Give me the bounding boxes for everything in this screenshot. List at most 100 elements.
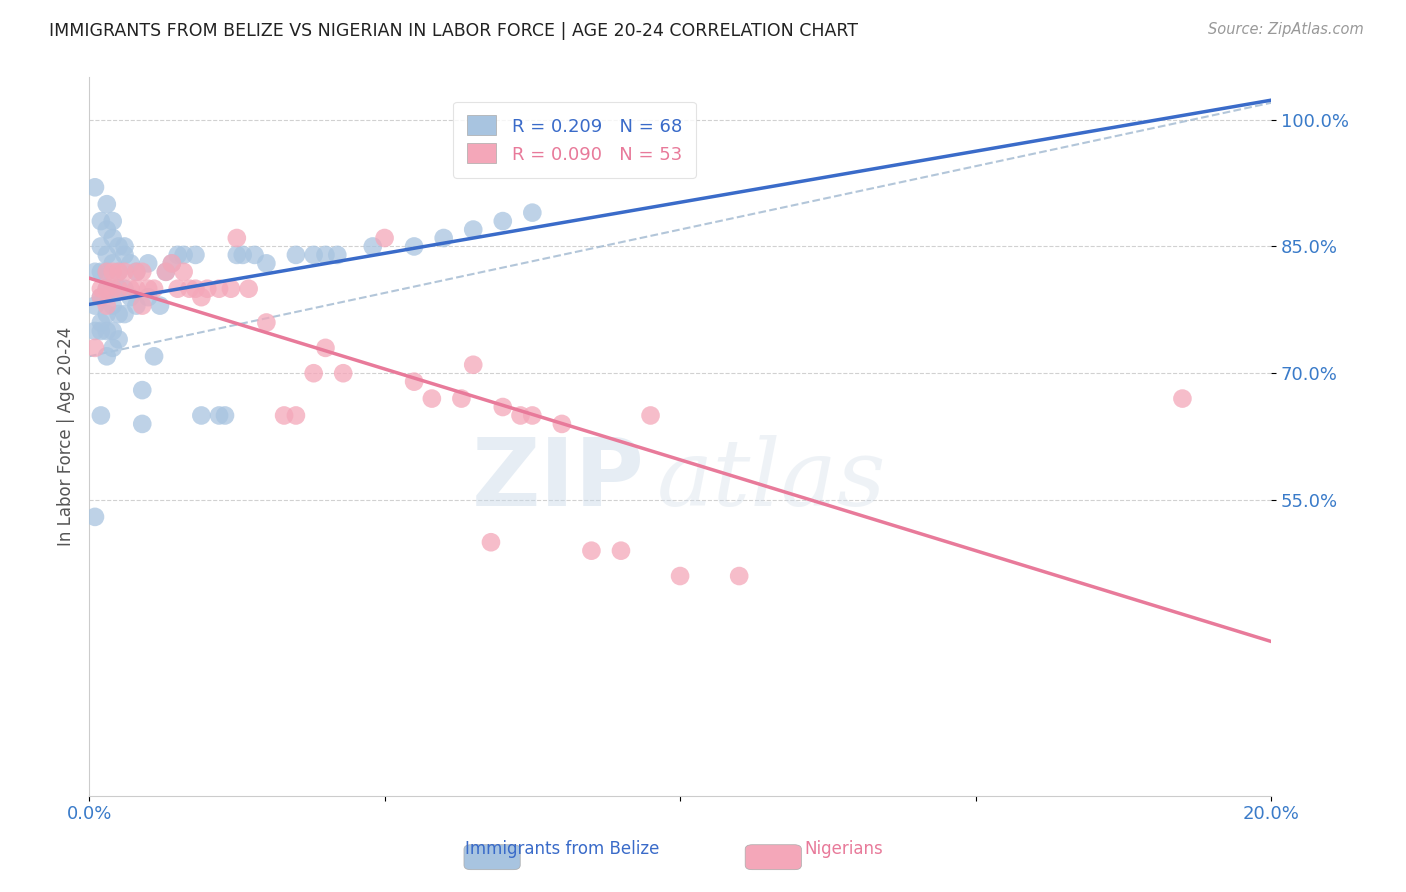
Point: [463, 222, 485, 236]
Point: [90, 290, 112, 304]
Point: [84, 324, 107, 338]
Point: [232, 248, 254, 262]
Point: [120, 290, 142, 304]
Point: [173, 248, 195, 262]
Point: [669, 569, 692, 583]
Point: [208, 282, 231, 296]
Point: [404, 239, 426, 253]
Point: [522, 205, 544, 219]
Point: [149, 299, 172, 313]
Point: [114, 307, 136, 321]
Point: [208, 409, 231, 423]
Point: [284, 409, 307, 423]
Point: [96, 197, 118, 211]
Point: [195, 282, 218, 296]
Point: [96, 307, 118, 321]
Point: [492, 400, 515, 414]
Text: Source: ZipAtlas.com: Source: ZipAtlas.com: [1208, 22, 1364, 37]
Point: [125, 265, 148, 279]
Point: [96, 324, 118, 338]
Point: [107, 282, 129, 296]
Point: [479, 535, 502, 549]
Point: [284, 248, 307, 262]
Text: IMMIGRANTS FROM BELIZE VS NIGERIAN IN LABOR FORCE | AGE 20-24 CORRELATION CHART: IMMIGRANTS FROM BELIZE VS NIGERIAN IN LA…: [49, 22, 858, 40]
Point: [463, 358, 485, 372]
Point: [96, 299, 118, 313]
Point: [509, 409, 531, 423]
Point: [610, 543, 633, 558]
Point: [101, 324, 124, 338]
Point: [160, 256, 183, 270]
Point: [273, 409, 295, 423]
Point: [125, 265, 148, 279]
Point: [107, 333, 129, 347]
Point: [96, 282, 118, 296]
Point: [114, 265, 136, 279]
Point: [131, 265, 153, 279]
Point: [225, 231, 247, 245]
Point: [214, 409, 236, 423]
Point: [243, 248, 266, 262]
Point: [166, 248, 188, 262]
Point: [90, 316, 112, 330]
Point: [640, 409, 662, 423]
Point: [131, 417, 153, 431]
Point: [302, 366, 325, 380]
Point: [101, 282, 124, 296]
Point: [219, 282, 242, 296]
Point: [420, 392, 443, 406]
Point: [374, 231, 396, 245]
Point: [101, 214, 124, 228]
Point: [184, 282, 207, 296]
Point: [225, 248, 247, 262]
Point: [90, 265, 112, 279]
Point: [492, 214, 515, 228]
Point: [314, 248, 336, 262]
Point: [155, 265, 177, 279]
Point: [90, 282, 112, 296]
Point: [136, 256, 159, 270]
Point: [107, 265, 129, 279]
Point: [179, 282, 201, 296]
Y-axis label: In Labor Force | Age 20-24: In Labor Force | Age 20-24: [58, 327, 75, 546]
Point: [96, 349, 118, 363]
Point: [522, 409, 544, 423]
Point: [433, 231, 456, 245]
Point: [101, 265, 124, 279]
Point: [90, 239, 112, 253]
Point: [96, 248, 118, 262]
Text: Nigerians: Nigerians: [804, 840, 883, 858]
Point: [190, 290, 212, 304]
Point: [160, 256, 183, 270]
Point: [551, 417, 574, 431]
Point: [1171, 392, 1194, 406]
Point: [90, 409, 112, 423]
Point: [84, 180, 107, 194]
Point: [326, 248, 349, 262]
Point: [101, 256, 124, 270]
Point: [114, 248, 136, 262]
Point: [96, 265, 118, 279]
Point: [90, 290, 112, 304]
Point: [84, 341, 107, 355]
Point: [90, 324, 112, 338]
Point: [96, 282, 118, 296]
Point: [302, 248, 325, 262]
Point: [173, 265, 195, 279]
Point: [361, 239, 384, 253]
Point: [107, 282, 129, 296]
Point: [125, 282, 148, 296]
Text: Immigrants from Belize: Immigrants from Belize: [465, 840, 659, 858]
Point: [254, 256, 277, 270]
Point: [120, 282, 142, 296]
Point: [314, 341, 336, 355]
Point: [581, 543, 603, 558]
Point: [101, 282, 124, 296]
Point: [190, 409, 212, 423]
Point: [114, 239, 136, 253]
Point: [143, 349, 166, 363]
Point: [136, 282, 159, 296]
Point: [143, 282, 166, 296]
Point: [120, 256, 142, 270]
Point: [166, 282, 188, 296]
